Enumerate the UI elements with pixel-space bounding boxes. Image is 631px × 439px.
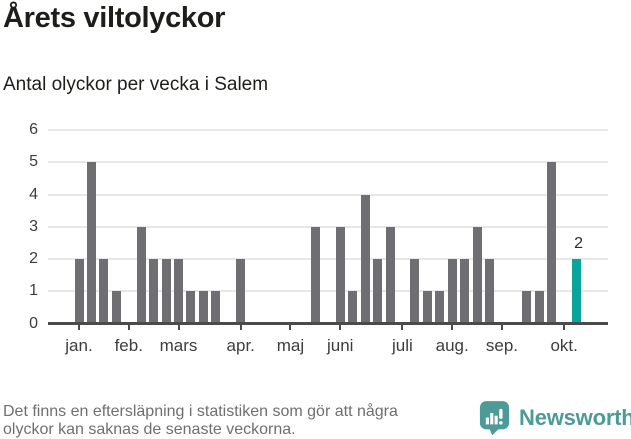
bar <box>472 226 482 324</box>
bar <box>86 162 96 324</box>
bar <box>447 259 457 324</box>
grid-line <box>48 258 608 260</box>
bar <box>385 226 395 324</box>
x-tick-mark <box>401 325 404 330</box>
bar <box>174 259 184 324</box>
bar <box>522 291 532 324</box>
bar <box>435 291 445 324</box>
bar <box>547 162 557 324</box>
bar <box>161 259 171 324</box>
x-tick-label: sep. <box>485 335 519 355</box>
x-tick-label: aug. <box>435 335 469 355</box>
grid-line <box>48 161 608 164</box>
newsworthy-logo: Newsworthy <box>479 400 631 436</box>
x-tick-label: okt. <box>550 335 578 355</box>
x-tick-mark <box>239 325 242 330</box>
bar <box>360 194 370 324</box>
bar <box>236 259 246 324</box>
brand-name: Newsworthy <box>519 405 631 430</box>
bar <box>460 259 470 324</box>
bar <box>136 226 146 324</box>
bar <box>485 259 495 324</box>
x-tick-label: mars <box>159 335 198 355</box>
footnote: Det finns en eftersläpning i statistiken… <box>3 403 445 439</box>
y-tick-label: 4 <box>29 185 38 203</box>
bar <box>534 291 544 324</box>
bar <box>99 259 109 324</box>
y-tick-label: 1 <box>29 282 38 300</box>
bar <box>348 291 358 324</box>
x-tick-mark <box>563 325 566 330</box>
x-tick-mark <box>177 325 180 330</box>
bar <box>74 259 84 324</box>
grid-line <box>48 129 608 131</box>
x-tick-mark <box>289 325 292 330</box>
bar <box>149 259 159 324</box>
y-tick-label: 6 <box>29 121 38 138</box>
bar <box>373 259 383 324</box>
y-tick-label: 2 <box>29 250 38 267</box>
y-tick-label: 0 <box>29 314 38 332</box>
bar <box>211 291 221 324</box>
x-tick-label: feb. <box>114 335 143 355</box>
bar <box>572 259 582 324</box>
x-tick-mark <box>127 325 130 330</box>
bar <box>310 226 320 324</box>
grid-line <box>48 193 608 196</box>
x-axis-line <box>48 322 608 325</box>
x-tick-label: juli <box>392 335 413 355</box>
x-tick-mark <box>451 325 454 330</box>
x-tick-label: maj <box>276 335 305 355</box>
footnote-line2: olyckor kan saknas de senaste veckorna. <box>3 421 296 438</box>
newsworthy-icon <box>479 401 510 436</box>
bar <box>198 291 208 324</box>
x-tick-mark <box>78 325 80 330</box>
y-tick-label: 3 <box>29 217 38 235</box>
chart-title: Årets viltolyckor <box>3 2 226 34</box>
chart-subtitle: Antal olyckor per vecka i Salem <box>3 74 269 95</box>
bar <box>186 291 196 324</box>
bar <box>422 291 432 324</box>
bar <box>410 259 420 324</box>
footnote-line1: Det finns en eftersläpning i statistiken… <box>3 403 398 420</box>
grid-line <box>48 290 608 293</box>
grid-line <box>48 225 608 228</box>
bar <box>335 226 345 324</box>
x-tick-mark <box>500 325 503 330</box>
x-tick-label: jan. <box>65 335 93 355</box>
x-tick-label: apr. <box>226 335 255 355</box>
y-tick-label: 5 <box>29 153 38 171</box>
x-tick-label: juni <box>327 335 354 355</box>
x-tick-mark <box>339 325 342 330</box>
data-label: 2 <box>574 235 584 252</box>
bar <box>111 291 121 324</box>
